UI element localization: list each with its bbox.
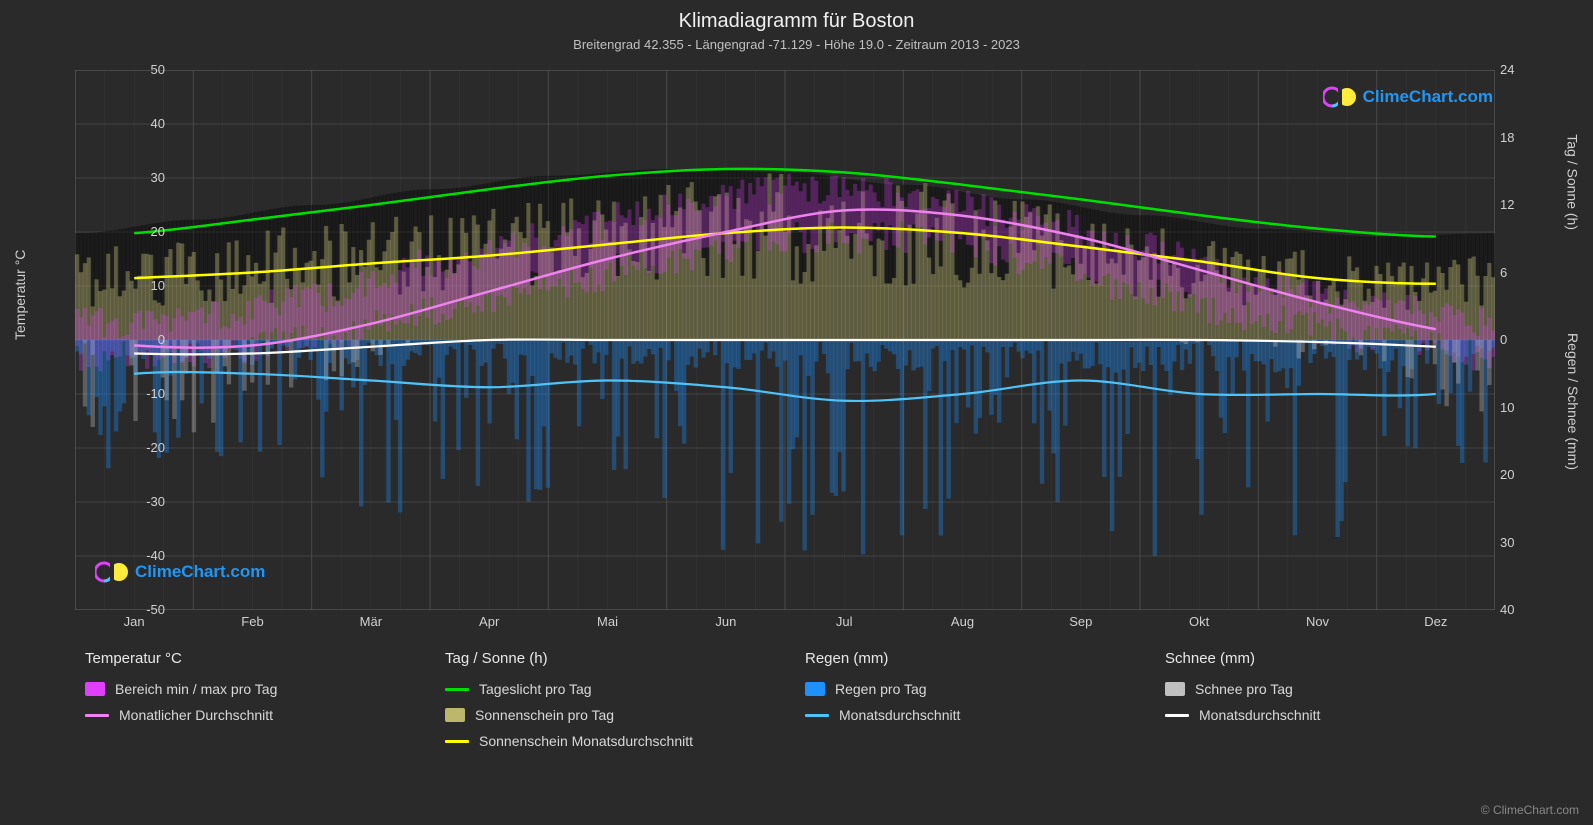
ytick-right-hours: 0 <box>1500 332 1540 347</box>
legend-label: Tageslicht pro Tag <box>479 681 592 697</box>
swatch-daylight <box>445 688 469 691</box>
legend-header: Temperatur °C <box>85 650 425 667</box>
swatch-temp-range <box>85 682 105 696</box>
swatch-temp-avg <box>85 714 109 717</box>
watermark-text: ClimeChart.com <box>135 562 265 582</box>
legend-label: Bereich min / max pro Tag <box>115 681 277 697</box>
logo-icon <box>95 560 129 584</box>
legend-item: Sonnenschein pro Tag <box>445 707 785 723</box>
xtick-month: Jun <box>715 614 736 629</box>
ytick-right-mm: 10 <box>1500 400 1540 415</box>
legend-item: Monatsdurchschnitt <box>1165 707 1505 723</box>
ytick-left: 10 <box>125 278 165 293</box>
y-axis-right-bottom-label: Regen / Schnee (mm) <box>1565 333 1581 470</box>
legend-col-temp: Temperatur °C Bereich min / max pro Tag … <box>85 650 425 759</box>
legend-label: Monatsdurchschnitt <box>839 707 960 723</box>
xtick-month: Aug <box>951 614 974 629</box>
legend-col-sun: Tag / Sonne (h) Tageslicht pro Tag Sonne… <box>445 650 785 759</box>
xtick-month: Mär <box>360 614 382 629</box>
legend-header: Schnee (mm) <box>1165 650 1505 667</box>
legend-item: Monatlicher Durchschnitt <box>85 707 425 723</box>
ytick-left: 0 <box>125 332 165 347</box>
logo-icon <box>1323 85 1357 109</box>
ytick-left: 40 <box>125 116 165 131</box>
legend-header: Regen (mm) <box>805 650 1145 667</box>
ytick-left: -30 <box>125 494 165 509</box>
xtick-month: Jul <box>836 614 853 629</box>
legend-item: Monatsdurchschnitt <box>805 707 1145 723</box>
legend-col-rain: Regen (mm) Regen pro Tag Monatsdurchschn… <box>805 650 1145 759</box>
ytick-left: -20 <box>125 440 165 455</box>
y-axis-right-top-label: Tag / Sonne (h) <box>1565 134 1581 230</box>
chart-title: Klimadiagramm für Boston <box>0 0 1593 33</box>
xtick-month: Sep <box>1069 614 1092 629</box>
copyright-text: © ClimeChart.com <box>1481 803 1579 817</box>
legend-label: Sonnenschein pro Tag <box>475 707 614 723</box>
watermark-top: ClimeChart.com <box>1323 85 1493 109</box>
xtick-month: Feb <box>241 614 263 629</box>
watermark-bottom: ClimeChart.com <box>95 560 265 584</box>
xtick-month: Nov <box>1306 614 1329 629</box>
legend: Temperatur °C Bereich min / max pro Tag … <box>85 650 1505 759</box>
legend-label: Monatlicher Durchschnitt <box>119 707 273 723</box>
ytick-left: 20 <box>125 224 165 239</box>
watermark-text: ClimeChart.com <box>1363 87 1493 107</box>
xtick-month: Okt <box>1189 614 1209 629</box>
legend-label: Sonnenschein Monatsdurchschnitt <box>479 733 693 749</box>
ytick-right-hours: 24 <box>1500 62 1540 77</box>
ytick-left: 50 <box>125 62 165 77</box>
y-axis-left-label: Temperatur °C <box>12 250 28 340</box>
swatch-rain <box>805 682 825 696</box>
legend-label: Regen pro Tag <box>835 681 927 697</box>
xtick-month: Dez <box>1424 614 1447 629</box>
swatch-sunshine-avg <box>445 740 469 743</box>
legend-item: Regen pro Tag <box>805 681 1145 697</box>
ytick-right-mm: 30 <box>1500 535 1540 550</box>
chart-subtitle: Breitengrad 42.355 - Längengrad -71.129 … <box>0 33 1593 52</box>
xtick-month: Mai <box>597 614 618 629</box>
legend-col-snow: Schnee (mm) Schnee pro Tag Monatsdurchsc… <box>1165 650 1505 759</box>
swatch-rain-avg <box>805 714 829 717</box>
ytick-left: 30 <box>125 170 165 185</box>
xtick-month: Jan <box>124 614 145 629</box>
chart-svg <box>75 70 1495 610</box>
legend-item: Bereich min / max pro Tag <box>85 681 425 697</box>
ytick-right-mm: 20 <box>1500 467 1540 482</box>
ytick-left: -40 <box>125 548 165 563</box>
ytick-right-hours: 18 <box>1500 130 1540 145</box>
swatch-snow-avg <box>1165 714 1189 717</box>
ytick-right-hours: 12 <box>1500 197 1540 212</box>
ytick-right-mm: 40 <box>1500 602 1540 617</box>
legend-item: Sonnenschein Monatsdurchschnitt <box>445 733 785 749</box>
legend-label: Schnee pro Tag <box>1195 681 1293 697</box>
legend-item: Tageslicht pro Tag <box>445 681 785 697</box>
legend-item: Schnee pro Tag <box>1165 681 1505 697</box>
ytick-left: -10 <box>125 386 165 401</box>
chart-plot-area <box>75 70 1495 610</box>
swatch-sunshine <box>445 708 465 722</box>
xtick-month: Apr <box>479 614 499 629</box>
swatch-snow <box>1165 682 1185 696</box>
ytick-right-hours: 6 <box>1500 265 1540 280</box>
legend-label: Monatsdurchschnitt <box>1199 707 1320 723</box>
legend-header: Tag / Sonne (h) <box>445 650 785 667</box>
